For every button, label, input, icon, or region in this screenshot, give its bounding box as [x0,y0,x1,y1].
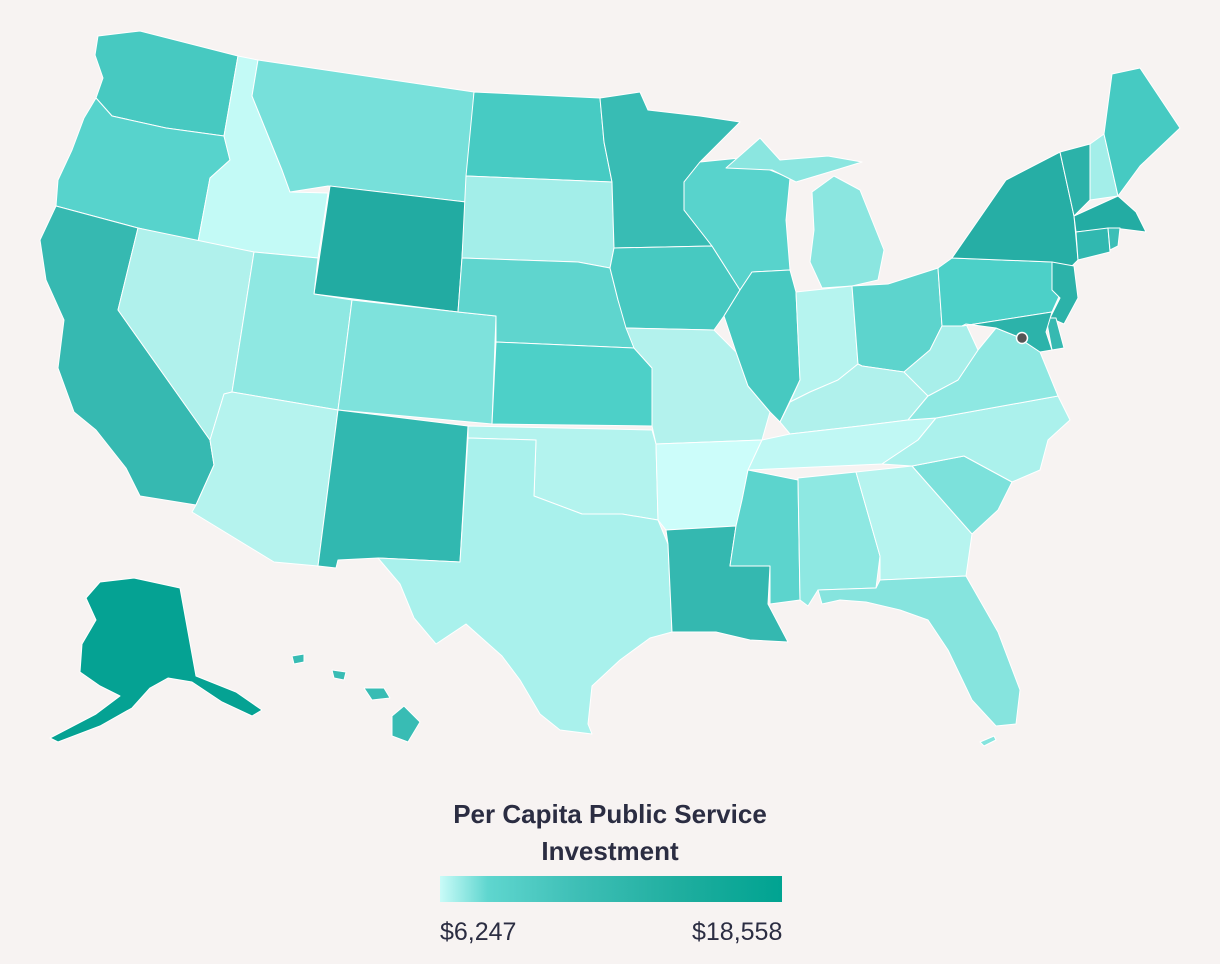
state-MI[interactable] [809,175,885,289]
state-HI-oahu[interactable] [331,669,347,681]
state-CO[interactable] [337,299,497,425]
legend-title: Per Capita Public Service Investment [453,799,767,866]
legend-color-scale [440,876,782,902]
state-HI-maui[interactable] [363,687,391,701]
state-RI[interactable] [1107,227,1121,251]
state-NM[interactable] [317,409,469,569]
legend-max-label: $18,558 [692,918,783,946]
state-WY[interactable] [313,185,467,313]
state-NY[interactable] [951,151,1079,277]
state-DE[interactable] [1045,317,1065,351]
state-FL[interactable] [817,575,1021,727]
state-MI-UP[interactable] [725,137,863,183]
state-FL-keys[interactable] [979,735,997,747]
state-CT[interactable] [1075,227,1111,261]
dc-marker[interactable] [1015,331,1029,345]
state-HI-kauai[interactable] [291,653,305,665]
state-SD[interactable] [461,175,615,269]
state-HI-big[interactable] [391,705,421,743]
state-KS[interactable] [491,341,653,427]
legend-min-label: $6,247 [440,918,517,946]
state-ME[interactable] [1103,67,1181,197]
state-WV[interactable] [903,323,979,397]
state-AK[interactable] [49,577,263,743]
state-ND[interactable] [465,91,613,183]
us-choropleth-map [39,30,1181,747]
state-MD[interactable] [961,311,1053,353]
state-NC[interactable] [881,395,1071,483]
state-TX[interactable] [377,437,673,735]
